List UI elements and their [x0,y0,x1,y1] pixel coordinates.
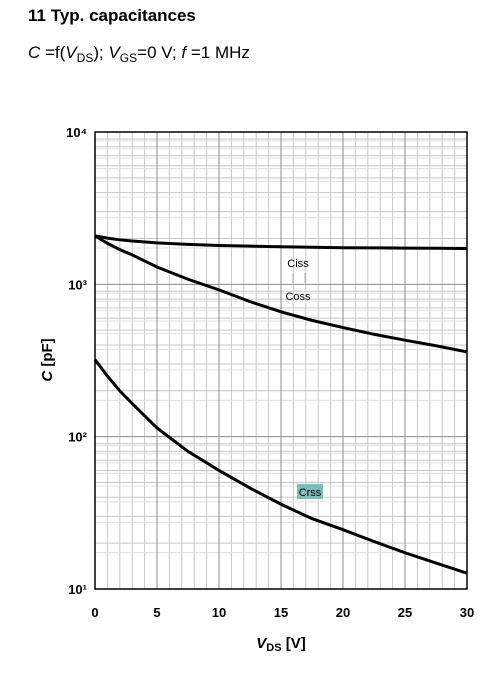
y-tick-label: 10³ [68,277,87,292]
label-background [297,484,323,499]
series-line [93,358,468,575]
y-tick-label: 10¹ [68,582,87,597]
y-tick-label: 10⁴ [66,125,87,140]
chart-subtitle: C =f(VDS); VGS=0 V; f =1 MHz [28,43,250,65]
y-tick-label: 10² [68,430,87,445]
series-label: Crss [299,487,322,499]
y-axis-label: C [pF] [39,338,56,381]
series-label: Coss [285,291,311,303]
x-tick-label: 30 [460,605,474,620]
x-tick-label: 10 [212,605,226,620]
x-axis-label: VDS [V] [256,635,305,654]
x-tick-label: 15 [274,605,288,620]
series-label: Ciss [287,258,309,270]
x-tick-label: 5 [153,605,160,620]
chart-title: 11 Typ. capacitances [28,6,196,25]
x-tick-label: 20 [336,605,350,620]
series-line [94,234,468,354]
x-tick-label: 0 [91,605,98,620]
series-line [94,234,468,250]
x-tick-label: 25 [398,605,412,620]
